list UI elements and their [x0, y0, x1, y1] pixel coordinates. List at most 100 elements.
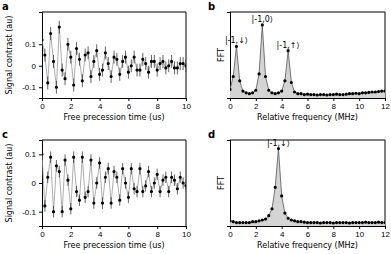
- data-point: [170, 176, 173, 179]
- x-tick: 8: [155, 226, 160, 239]
- x-tick: 10: [182, 98, 191, 111]
- fft-area: [230, 25, 385, 98]
- data-point: [261, 218, 264, 221]
- data-point: [52, 60, 55, 63]
- data-point: [118, 73, 121, 76]
- data-point: [238, 221, 241, 224]
- data-point: [293, 219, 296, 222]
- x-tick-label: 8: [155, 102, 160, 111]
- data-point: [86, 51, 89, 54]
- data-point: [364, 91, 367, 94]
- data-point: [107, 62, 110, 65]
- data-point: [81, 156, 84, 159]
- x-tick: 6: [306, 98, 311, 111]
- data-point: [319, 221, 322, 224]
- x-tick-label: 6: [306, 102, 311, 111]
- x-axis: 024681012: [228, 226, 390, 239]
- data-point: [232, 75, 235, 78]
- y-axis-line: [39, 13, 43, 99]
- figure: 0246810-0.100.1Free precession time (us)…: [0, 0, 391, 254]
- data-point: [86, 190, 89, 193]
- y-axis-line: [39, 141, 43, 227]
- data-point: [383, 90, 385, 93]
- x-tick-label: 6: [127, 102, 132, 111]
- y-tick-mark: [39, 154, 42, 155]
- x-tick-label: 8: [332, 102, 337, 111]
- data-point: [361, 221, 364, 224]
- x-tick-label: 2: [254, 102, 259, 111]
- x-tick-label: 12: [381, 230, 390, 239]
- data-point: [75, 190, 78, 193]
- data-point: [332, 221, 335, 224]
- x-tick-label: 6: [306, 230, 311, 239]
- x-tick-label: 4: [280, 102, 285, 111]
- data-point: [133, 187, 136, 190]
- data-point: [156, 173, 159, 176]
- data-point: [299, 92, 302, 95]
- y-tick-label: 0: [32, 179, 37, 188]
- data-point: [238, 79, 241, 82]
- x-tick-label: 12: [381, 102, 390, 111]
- frame: [186, 12, 187, 98]
- data-point: [158, 62, 161, 65]
- x-tick: 6: [127, 98, 132, 111]
- x-tick-label: 4: [280, 230, 285, 239]
- data-point: [101, 68, 104, 71]
- frame: [42, 12, 186, 13]
- y-axis: [227, 13, 231, 99]
- data-point: [299, 220, 302, 223]
- data-point: [329, 93, 332, 96]
- frame: [42, 140, 186, 141]
- data-point: [296, 92, 299, 95]
- y-tick: -0.1: [22, 83, 42, 92]
- data-point: [110, 201, 113, 204]
- x-tick: 0: [40, 226, 45, 239]
- data-point: [176, 187, 179, 190]
- y-tick-mark: [39, 44, 42, 45]
- y-tick-mark: [39, 212, 42, 213]
- data-point: [257, 219, 260, 222]
- data-point: [161, 179, 164, 182]
- data-point: [72, 156, 75, 159]
- data-point: [179, 176, 182, 179]
- data-point: [274, 92, 277, 95]
- frame: [230, 140, 385, 141]
- data-point: [49, 156, 52, 159]
- data-point: [138, 68, 141, 71]
- x-tick-label: 2: [69, 102, 74, 111]
- data-point: [118, 199, 121, 202]
- data-point: [348, 221, 351, 224]
- data-point: [107, 167, 110, 170]
- data-point: [43, 53, 46, 56]
- data-point: [69, 56, 72, 59]
- data-point: [61, 210, 64, 213]
- x-tick-label: 2: [69, 230, 74, 239]
- data-point: [135, 190, 138, 193]
- data-point: [338, 221, 341, 224]
- data-point: [241, 90, 244, 93]
- data-point: [124, 181, 127, 184]
- data-point: [156, 68, 159, 71]
- x-tick-label: 10: [355, 230, 364, 239]
- data-point: [141, 190, 144, 193]
- data-point: [257, 72, 260, 75]
- x-tick: 4: [280, 98, 285, 111]
- x-tick-mark: [282, 226, 283, 229]
- data-point: [63, 77, 66, 80]
- data-point: [81, 79, 84, 82]
- panel: 0246810-0.100.1Free precession time (us)…: [2, 1, 191, 122]
- x-tick-mark: [385, 98, 386, 101]
- frame: [385, 140, 386, 226]
- data-point: [319, 93, 322, 96]
- data-point: [141, 58, 144, 61]
- y-axis: -0.100.1: [22, 141, 42, 227]
- data-point: [341, 93, 344, 96]
- y-axis-title: FFT: [217, 48, 226, 62]
- frame: [385, 12, 386, 98]
- x-tick-mark: [308, 226, 309, 229]
- data-point: [254, 220, 257, 223]
- data-point: [332, 93, 335, 96]
- data-point: [312, 221, 315, 224]
- y-axis-title: FFT: [217, 176, 226, 190]
- data-point: [98, 73, 101, 76]
